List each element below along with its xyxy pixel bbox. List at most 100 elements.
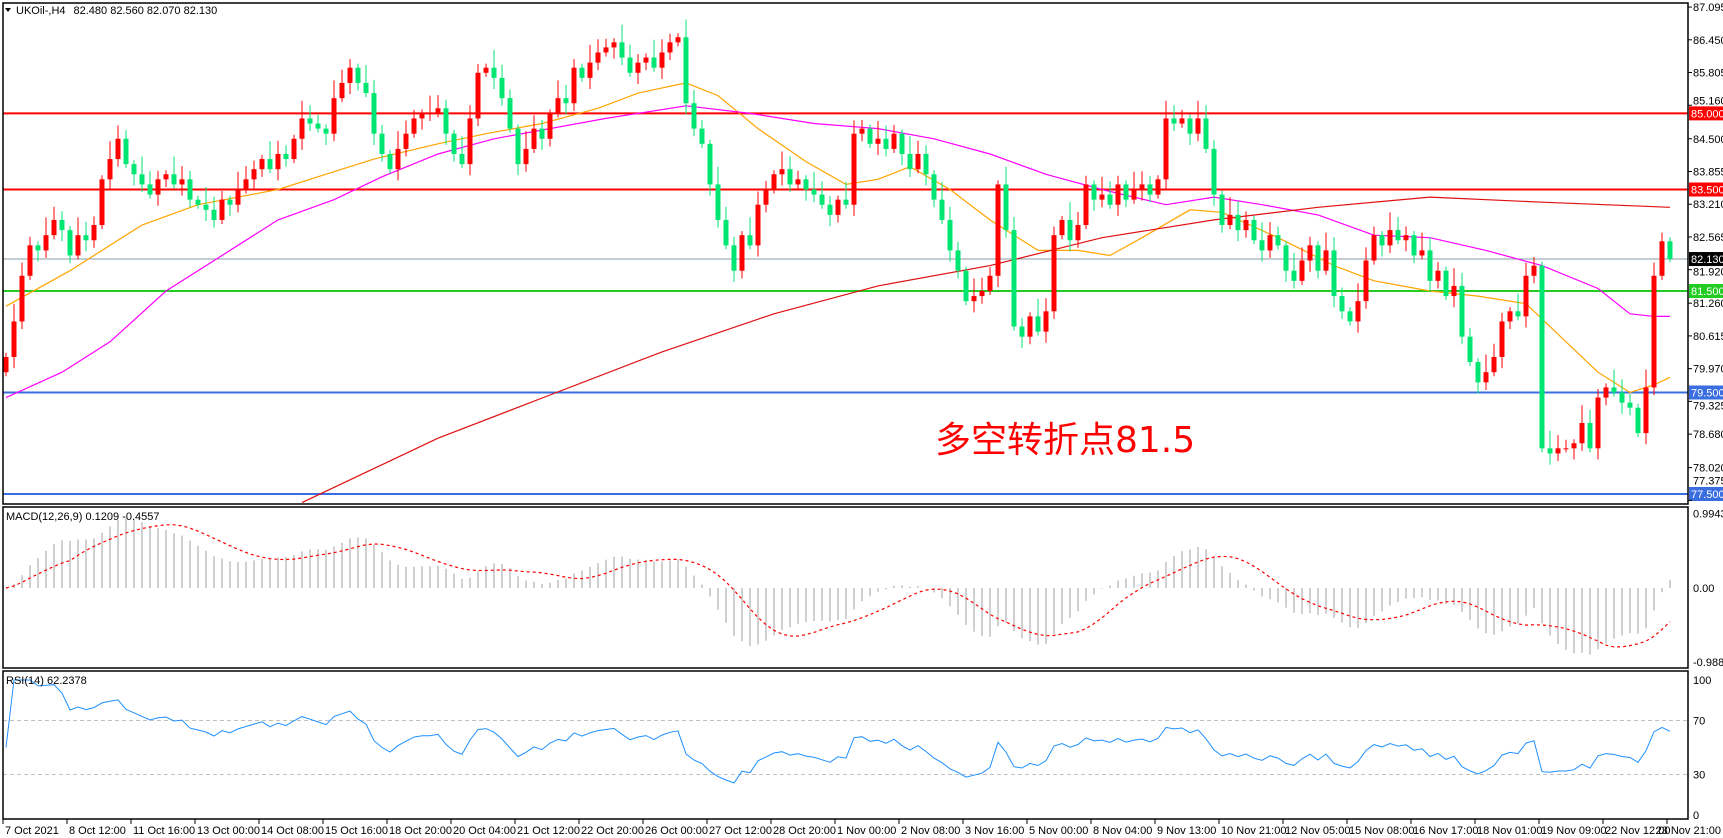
candle[interactable]	[843, 181, 849, 209]
candle[interactable]	[123, 130, 129, 169]
candle[interactable]	[195, 195, 201, 209]
candle[interactable]	[427, 95, 433, 121]
candle[interactable]	[419, 109, 425, 130]
candle[interactable]	[971, 278, 977, 313]
candle[interactable]	[1275, 226, 1281, 250]
candle[interactable]	[643, 53, 649, 71]
candle[interactable]	[1539, 261, 1545, 453]
candle[interactable]	[291, 134, 297, 164]
candle[interactable]	[715, 166, 721, 228]
candle[interactable]	[1011, 216, 1017, 331]
candle[interactable]	[475, 64, 481, 127]
candle[interactable]	[387, 149, 393, 174]
candle[interactable]	[1387, 212, 1393, 253]
candle[interactable]	[75, 217, 81, 260]
candle[interactable]	[35, 241, 41, 262]
candle[interactable]	[347, 59, 353, 95]
candle[interactable]	[1491, 343, 1497, 377]
candle[interactable]	[203, 186, 209, 221]
candle[interactable]	[1139, 171, 1145, 201]
candle[interactable]	[91, 216, 97, 248]
candle[interactable]	[795, 170, 801, 189]
candle[interactable]	[1315, 241, 1321, 279]
candle[interactable]	[827, 196, 833, 227]
candle[interactable]	[1435, 262, 1441, 289]
candle[interactable]	[1507, 307, 1513, 330]
candle[interactable]	[907, 136, 913, 177]
candle[interactable]	[555, 80, 561, 118]
candle[interactable]	[275, 140, 281, 181]
candle[interactable]	[1155, 175, 1161, 199]
candle[interactable]	[1363, 247, 1369, 309]
candle[interactable]	[939, 181, 945, 225]
candle[interactable]	[171, 156, 177, 189]
candle[interactable]	[1323, 232, 1329, 275]
candle[interactable]	[995, 180, 1001, 287]
candle[interactable]	[867, 124, 873, 148]
candle[interactable]	[1043, 298, 1049, 343]
candle[interactable]	[899, 129, 905, 166]
candle[interactable]	[1467, 328, 1473, 367]
candle[interactable]	[915, 140, 921, 174]
candle[interactable]	[955, 241, 961, 279]
candle[interactable]	[363, 65, 369, 98]
candle[interactable]	[563, 84, 569, 115]
candle[interactable]	[635, 53, 641, 84]
candle[interactable]	[1083, 175, 1089, 230]
candle[interactable]	[219, 191, 225, 225]
candle[interactable]	[147, 171, 153, 199]
candle[interactable]	[627, 44, 633, 77]
candle[interactable]	[227, 195, 233, 216]
candle[interactable]	[1499, 312, 1505, 369]
candle[interactable]	[1091, 180, 1097, 211]
candle[interactable]	[659, 39, 665, 79]
candle[interactable]	[707, 139, 713, 196]
candle[interactable]	[27, 236, 33, 280]
candle[interactable]	[1243, 211, 1249, 238]
candle[interactable]	[1667, 237, 1673, 263]
candle[interactable]	[19, 262, 25, 330]
candle[interactable]	[1371, 226, 1377, 265]
candle[interactable]	[691, 90, 697, 137]
candle[interactable]	[11, 303, 17, 369]
candle[interactable]	[1643, 369, 1649, 445]
candle[interactable]	[1403, 226, 1409, 252]
candle[interactable]	[3, 352, 9, 377]
candle[interactable]	[1203, 105, 1209, 153]
candle[interactable]	[243, 166, 249, 194]
candle[interactable]	[851, 120, 857, 216]
rsi-pane[interactable]	[3, 679, 1688, 784]
candle[interactable]	[67, 226, 73, 264]
candle[interactable]	[395, 131, 401, 181]
candle[interactable]	[1147, 175, 1153, 203]
candle[interactable]	[603, 38, 609, 57]
candle[interactable]	[403, 120, 409, 157]
candle[interactable]	[1411, 231, 1417, 264]
candle[interactable]	[179, 166, 185, 196]
candle[interactable]	[467, 105, 473, 176]
candle[interactable]	[1299, 247, 1305, 285]
candle[interactable]	[1035, 298, 1041, 336]
candle[interactable]	[1251, 215, 1257, 245]
candle[interactable]	[1115, 175, 1121, 216]
candle[interactable]	[1171, 105, 1177, 132]
candle[interactable]	[699, 119, 705, 148]
candle[interactable]	[115, 125, 121, 167]
candle[interactable]	[1163, 100, 1169, 191]
candle[interactable]	[1235, 201, 1241, 242]
candle[interactable]	[1003, 166, 1009, 238]
candle[interactable]	[99, 175, 105, 230]
candle[interactable]	[1027, 312, 1033, 345]
candle[interactable]	[819, 181, 825, 209]
candle[interactable]	[1547, 430, 1553, 465]
candle[interactable]	[595, 39, 601, 71]
candle[interactable]	[1291, 252, 1297, 289]
candle[interactable]	[547, 109, 553, 147]
candle[interactable]	[1379, 231, 1385, 257]
candle[interactable]	[1059, 215, 1065, 240]
candle[interactable]	[459, 136, 465, 169]
candle[interactable]	[211, 196, 217, 228]
candle[interactable]	[235, 171, 241, 213]
candle[interactable]	[1523, 262, 1529, 328]
candle[interactable]	[371, 79, 377, 145]
